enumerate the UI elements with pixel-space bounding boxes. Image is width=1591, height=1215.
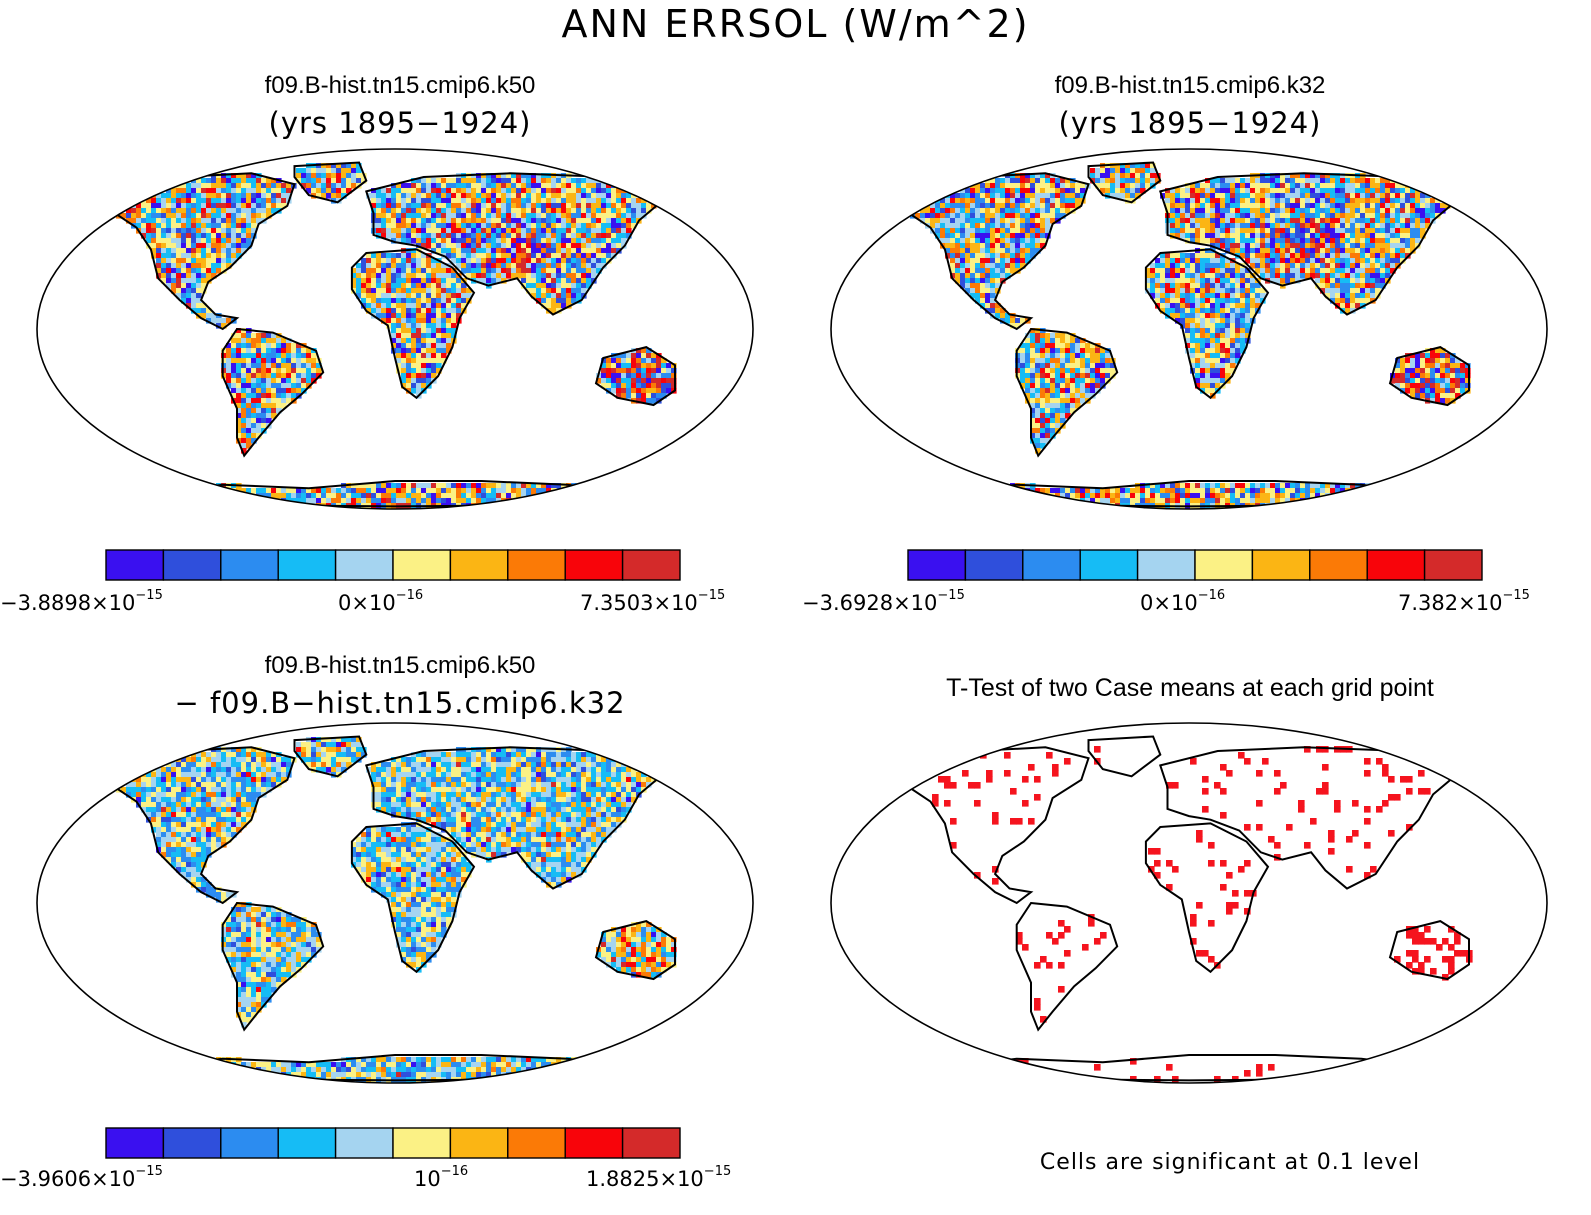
colorbar-swatch-3 bbox=[1022, 549, 1081, 581]
colorbar-swatch-7 bbox=[449, 549, 509, 581]
panel4-map bbox=[830, 722, 1548, 1084]
colorbar-swatch-9 bbox=[564, 549, 624, 581]
panel1-title: f09.B-hist.tn15.cmip6.k50 bbox=[264, 72, 536, 99]
panel1-colorbar-min: −3.8898×10−15 bbox=[0, 588, 163, 615]
panel3-title: f09.B-hist.tn15.cmip6.k50 bbox=[264, 652, 536, 679]
panel1-subtitle: (yrs 1895−1924) bbox=[268, 106, 532, 140]
colorbar-swatch-1 bbox=[105, 1127, 165, 1159]
colorbar-swatch-1 bbox=[105, 549, 165, 581]
panel1-colorbar-mid: 0×10−16 bbox=[338, 588, 424, 615]
colorbar-swatch-5 bbox=[1136, 549, 1196, 581]
colorbar-swatch-8 bbox=[507, 549, 566, 581]
colorbar-swatch-10 bbox=[621, 549, 681, 581]
colorbar-swatch-6 bbox=[1194, 549, 1254, 581]
colorbar-swatch-6 bbox=[392, 549, 452, 581]
colorbar-swatch-7 bbox=[1251, 549, 1311, 581]
colorbar-swatch-2 bbox=[964, 549, 1024, 581]
colorbar-swatch-2 bbox=[162, 549, 222, 581]
panel3-colorbar-min: −3.9606×10−15 bbox=[0, 1164, 163, 1191]
panel4-significance-note: Cells are significant at 0.1 level bbox=[1039, 1150, 1421, 1175]
panel2-colorbar bbox=[907, 549, 1483, 581]
colorbar-swatch-8 bbox=[507, 1127, 566, 1159]
colorbar-swatch-2 bbox=[162, 1127, 222, 1159]
panel2-colorbar-mid: 0×10−16 bbox=[1140, 588, 1226, 615]
colorbar-swatch-9 bbox=[1366, 549, 1426, 581]
panel3-colorbar bbox=[105, 1127, 681, 1159]
colorbar-swatch-10 bbox=[621, 1127, 681, 1159]
panel1-colorbar bbox=[105, 549, 681, 581]
panel1-colorbar-max: 7.3503×10−15 bbox=[580, 588, 726, 615]
figure-title: ANN ERRSOL (W/m^2) bbox=[561, 2, 1030, 46]
panel4-title: T-Test of two Case means at each grid po… bbox=[946, 674, 1434, 702]
colorbar-swatch-4 bbox=[277, 549, 337, 581]
panel2-colorbar-min: −3.6928×10−15 bbox=[802, 588, 965, 615]
panel3-map bbox=[36, 722, 754, 1084]
colorbar-swatch-7 bbox=[449, 1127, 509, 1159]
panel3-colorbar-max: 1.8825×10−15 bbox=[586, 1164, 732, 1191]
panel1-map bbox=[36, 148, 754, 510]
panel3-colorbar-mid: 10−16 bbox=[414, 1164, 469, 1191]
panel2-colorbar-max: 7.382×10−15 bbox=[1398, 588, 1530, 615]
colorbar-swatch-4 bbox=[277, 1127, 337, 1159]
colorbar-swatch-5 bbox=[334, 1127, 394, 1159]
panel2-subtitle: (yrs 1895−1924) bbox=[1058, 106, 1322, 140]
colorbar-swatch-8 bbox=[1309, 549, 1368, 581]
colorbar-swatch-4 bbox=[1079, 549, 1139, 581]
colorbar-swatch-3 bbox=[220, 549, 279, 581]
colorbar-swatch-1 bbox=[907, 549, 967, 581]
colorbar-swatch-5 bbox=[334, 549, 394, 581]
panel2-title: f09.B-hist.tn15.cmip6.k32 bbox=[1054, 72, 1326, 99]
colorbar-swatch-9 bbox=[564, 1127, 624, 1159]
panel2-map bbox=[830, 148, 1548, 510]
colorbar-swatch-10 bbox=[1423, 549, 1483, 581]
panel3-subtitle: − f09.B−hist.tn15.cmip6.k32 bbox=[174, 686, 626, 720]
colorbar-swatch-3 bbox=[220, 1127, 279, 1159]
colorbar-swatch-6 bbox=[392, 1127, 452, 1159]
